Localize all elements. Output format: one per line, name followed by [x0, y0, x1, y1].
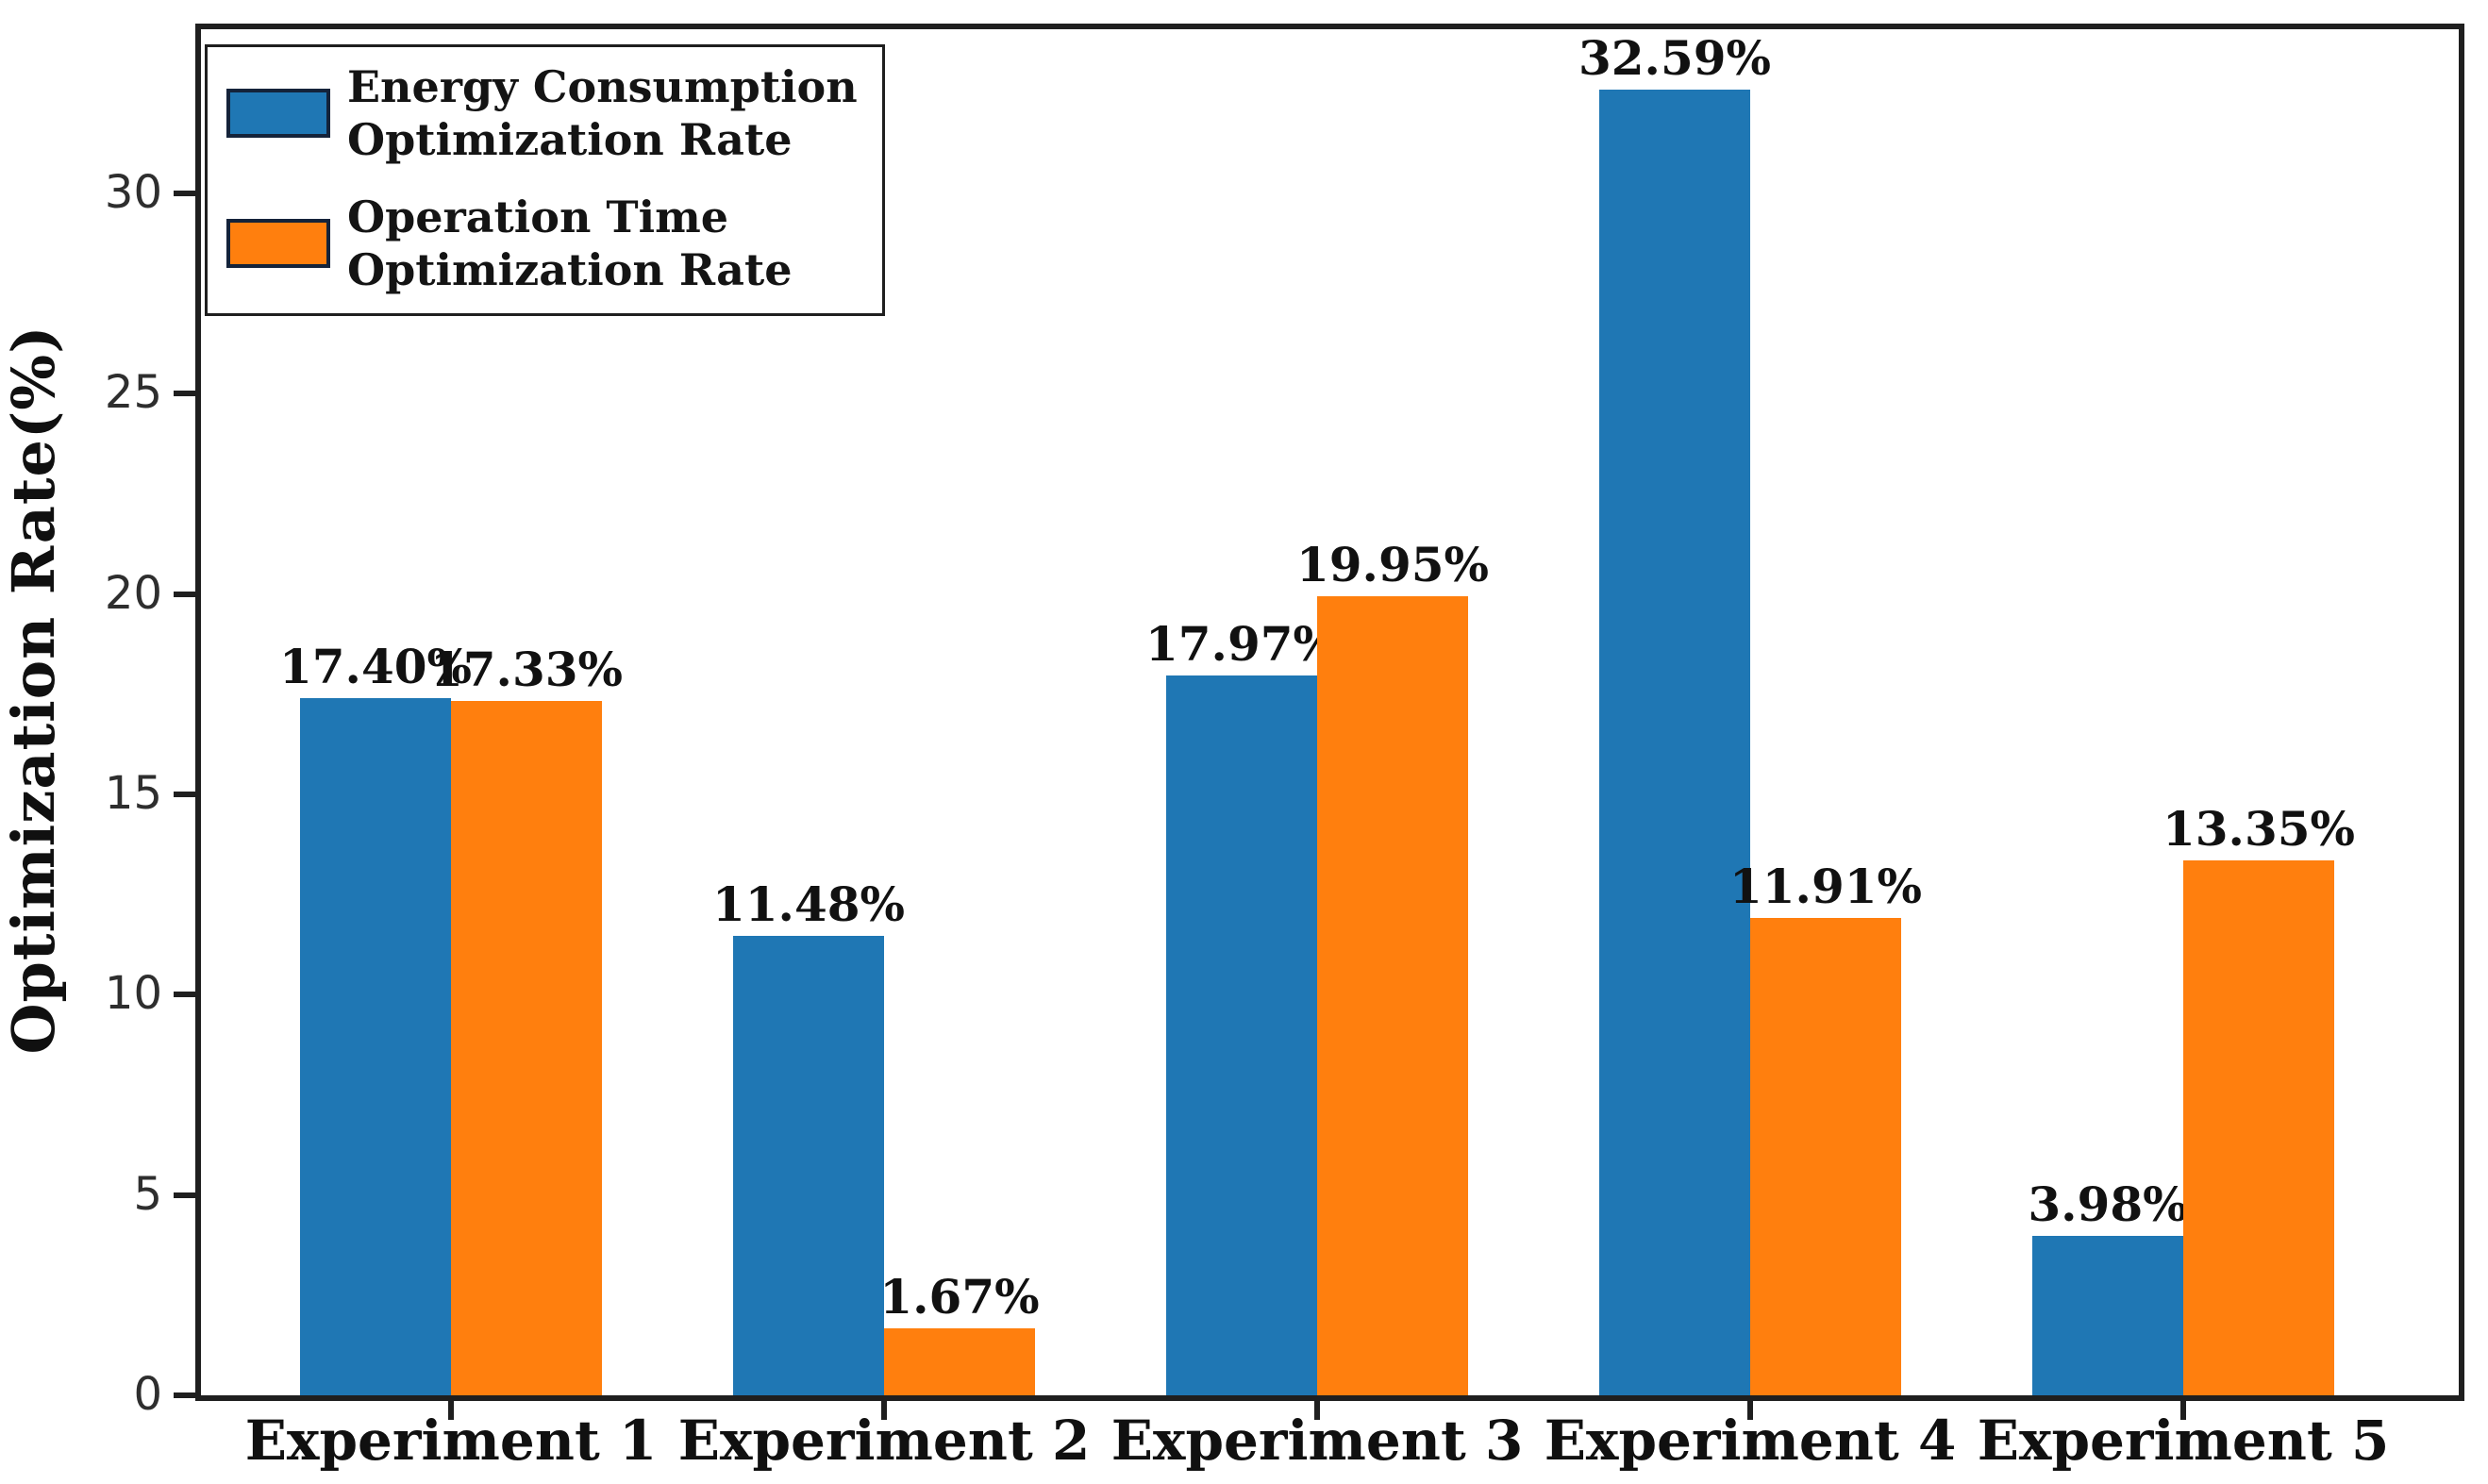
- bar-blue-5: [2032, 1236, 2183, 1395]
- legend: Energy Consumption Optimization Rate Opera…: [205, 44, 885, 317]
- bar-orange-5: [2183, 860, 2334, 1395]
- x-tick-label-experiment-5: Experiment 5: [1977, 1409, 2390, 1473]
- bar-orange-2: [884, 1328, 1035, 1395]
- y-tick-label: 15: [104, 767, 162, 821]
- y-tick-mark: [174, 992, 198, 998]
- legend-entry-2: Operation Time Optimization Rate: [226, 191, 858, 296]
- bar-value-label: 19.95%: [1295, 536, 1490, 592]
- plot-area: Energy Consumption Optimization Rate Opera…: [195, 24, 2464, 1401]
- legend-label: Operation Time Optimization Rate: [347, 192, 793, 296]
- bar-value-label: 17.97%: [1144, 615, 1339, 672]
- bar-value-label: 11.91%: [1728, 859, 1923, 915]
- y-tick-label: 30: [104, 166, 162, 220]
- y-tick-label: 10: [104, 967, 162, 1021]
- legend-label: Energy Consumption Optimization Rate: [347, 61, 858, 166]
- bar-value-label: 11.48%: [711, 875, 906, 932]
- bar-orange-4: [1750, 918, 1901, 1395]
- x-tick-label-experiment-1: Experiment 1: [244, 1409, 658, 1473]
- bar-orange-1: [451, 701, 602, 1395]
- bar-blue-4: [1599, 90, 1750, 1395]
- y-tick-mark: [174, 1192, 198, 1198]
- bar-value-label: 3.98%: [2028, 1176, 2188, 1232]
- x-tick-label-experiment-4: Experiment 4: [1544, 1409, 1957, 1473]
- x-tick-mark: [881, 1401, 887, 1420]
- y-tick-mark: [174, 191, 198, 197]
- bar-blue-2: [733, 935, 884, 1395]
- y-tick-mark: [174, 1392, 198, 1398]
- bar-blue-3: [1166, 675, 1317, 1395]
- x-tick-mark: [1747, 1401, 1753, 1420]
- bar-value-label: 13.35%: [2162, 801, 2356, 858]
- x-tick-mark: [2180, 1401, 2186, 1420]
- x-tick-label-experiment-3: Experiment 3: [1110, 1409, 1524, 1473]
- x-tick-mark: [1314, 1401, 1320, 1420]
- bar-value-label: 32.59%: [1578, 30, 1772, 87]
- y-tick-label: 5: [133, 1167, 162, 1221]
- x-tick-label-experiment-2: Experiment 2: [677, 1409, 1091, 1473]
- y-tick-mark: [174, 792, 198, 798]
- bar-value-label: 1.67%: [879, 1269, 1040, 1326]
- bar-blue-1: [300, 698, 451, 1395]
- y-tick-mark: [174, 591, 198, 597]
- bar-value-label: 17.33%: [429, 642, 624, 698]
- legend-swatch-blue: [226, 89, 330, 139]
- legend-entry-1: Energy Consumption Optimization Rate: [226, 60, 858, 166]
- legend-swatch-orange: [226, 219, 330, 269]
- y-tick-label: 25: [104, 366, 162, 420]
- bar-value-label: 17.40%: [278, 639, 473, 695]
- y-tick-label: 0: [133, 1368, 162, 1421]
- y-tick-mark: [174, 391, 198, 397]
- y-tick-label: 20: [104, 566, 162, 620]
- bar-orange-3: [1317, 595, 1468, 1395]
- y-axis-title: Optimization Rate(%): [0, 325, 68, 1055]
- x-tick-mark: [448, 1401, 454, 1420]
